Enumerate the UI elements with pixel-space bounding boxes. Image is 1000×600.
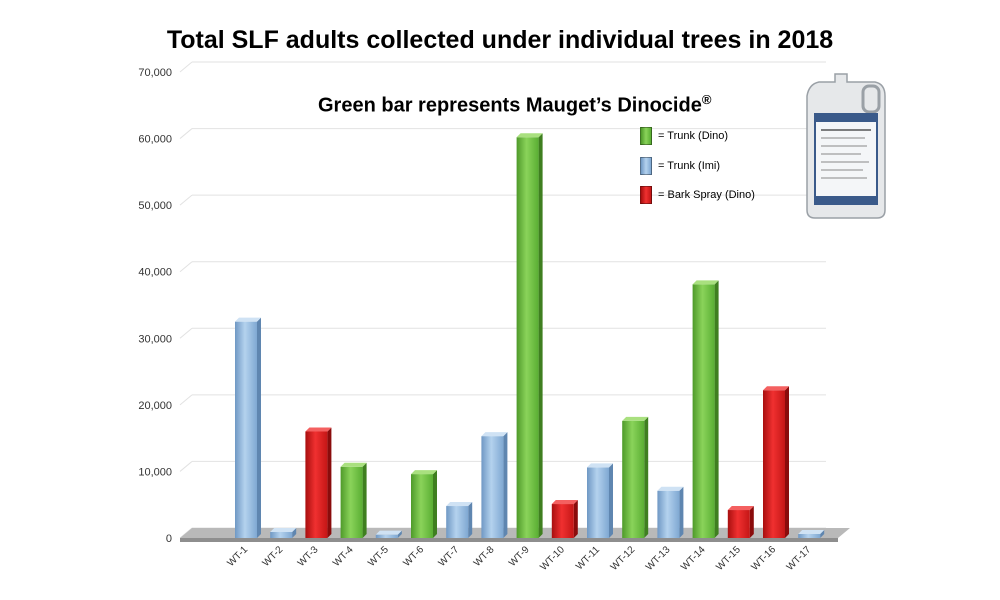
legend-item-trunk-imi: = Trunk (Imi)	[640, 156, 720, 176]
bar-wt-5	[375, 530, 402, 538]
x-tick-label: WT-6	[401, 544, 426, 569]
bar-wt-13	[657, 486, 684, 538]
legend-label: = Trunk (Dino)	[658, 130, 728, 142]
y-tick-label: 40,000	[138, 267, 172, 279]
bar-wt-14	[692, 280, 719, 538]
bar-wt-8	[481, 432, 508, 538]
registered-mark: ®	[701, 92, 712, 107]
bar-wt-16	[763, 386, 789, 538]
x-tick-label: WT-5	[366, 544, 391, 569]
x-tick-label: WT-17	[785, 544, 814, 573]
y-tick-label: 10,000	[138, 466, 172, 478]
x-tick-label: WT-2	[261, 544, 286, 569]
x-tick-label: WT-12	[609, 544, 638, 573]
gridline-depth	[179, 61, 193, 73]
chart-subtitle: Green bar represents Mauget’s Dinocide®	[318, 92, 711, 118]
gridline-depth	[179, 461, 193, 472]
x-tick-label: WT-13	[644, 544, 673, 573]
bar-wt-10	[551, 500, 578, 538]
gridline-depth	[179, 261, 193, 273]
x-tick-label: WT-3	[296, 544, 321, 569]
y-tick-label: 60,000	[138, 134, 172, 146]
legend-label: = Bark Spray (Dino)	[658, 189, 755, 201]
x-tick-label: WT-14	[679, 544, 708, 573]
bar-wt-7	[446, 502, 473, 538]
gridline-depth	[179, 128, 193, 139]
legend-label: = Trunk (Imi)	[658, 160, 721, 172]
bar-wt-9	[516, 133, 543, 539]
bar-wt-11	[587, 463, 613, 538]
bar-wt-2	[270, 528, 297, 538]
x-tick-label: WT-7	[437, 544, 462, 569]
x-tick-label: WT-10	[538, 544, 567, 573]
x-tick-label: WT-15	[714, 544, 743, 573]
bar-wt-3	[305, 427, 332, 538]
chart-title: Total SLF adults collected under individ…	[166, 26, 834, 54]
x-tick-label: WT-8	[472, 544, 497, 569]
x-tick-label: WT-4	[331, 544, 356, 569]
bar-wt-15	[727, 506, 754, 538]
legend-swatch	[640, 186, 652, 204]
x-tick-label: WT-16	[750, 544, 779, 573]
legend-swatch	[640, 127, 652, 145]
gridline-depth	[179, 327, 193, 339]
bar-wt-4	[340, 462, 367, 538]
gridline-depth	[179, 394, 193, 406]
y-tick-label: 20,000	[138, 400, 172, 412]
y-tick-label: 0	[166, 533, 172, 545]
legend-item-bark-spray-dino: = Bark Spray (Dino)	[640, 185, 755, 205]
y-tick-label: 70,000	[138, 67, 172, 79]
bar-wt-6	[411, 470, 437, 538]
bar-wt-12	[622, 416, 649, 538]
bar-wt-17	[798, 530, 825, 538]
subtitle-text: Green bar represents Mauget’s Dinocide	[318, 94, 702, 117]
legend-item-trunk-dino: = Trunk (Dino)	[640, 126, 728, 146]
chart-floor-edge	[180, 538, 838, 542]
x-tick-label: WT-1	[225, 544, 250, 569]
bar-wt-1	[235, 317, 261, 538]
product-jug-image	[806, 73, 886, 219]
x-tick-label: WT-11	[574, 544, 602, 572]
y-tick-label: 50,000	[138, 200, 172, 212]
x-tick-label: WT-9	[507, 544, 532, 569]
gridline-depth	[179, 194, 193, 206]
y-tick-label: 30,000	[138, 333, 172, 345]
legend-swatch	[640, 157, 652, 175]
